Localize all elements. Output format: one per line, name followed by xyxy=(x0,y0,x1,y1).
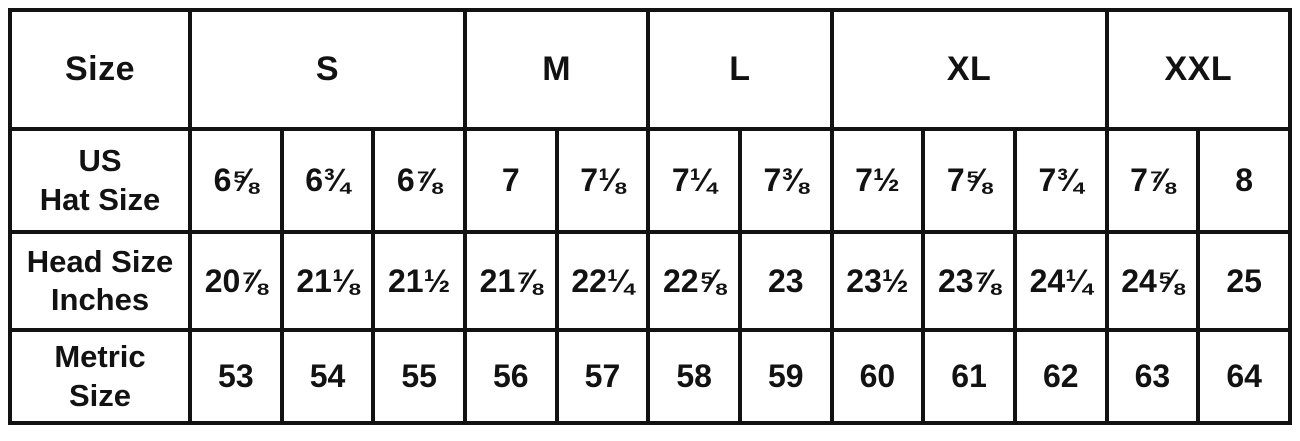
data-cell: 24⅝ xyxy=(1104,230,1201,333)
data-cell: 58 xyxy=(646,328,742,425)
data-cell: 24¼ xyxy=(1012,230,1109,333)
us-hat-size-row: US Hat Size 6⅝ 6¾ 6⅞ 7 7⅛ 7¼ 7⅜ 7½ 7⅝ 7¾… xyxy=(8,127,1292,235)
data-cell: 64 xyxy=(1196,328,1292,425)
data-cell: 21⅞ xyxy=(462,230,559,333)
data-cell: 7⅛ xyxy=(554,127,651,235)
data-cell: 60 xyxy=(829,328,926,425)
data-cell: 23⅞ xyxy=(921,230,1017,333)
data-cell: 61 xyxy=(921,328,1017,425)
row-label-line: Size xyxy=(68,377,132,413)
data-cell: 7½ xyxy=(829,127,926,235)
hat-size-chart-table: Size S M L XL XXL US Hat Size 6⅝ 6¾ 6⅞ 7… xyxy=(8,7,1293,425)
data-cell: 7¾ xyxy=(1012,127,1109,235)
group-header-xxl: XXL xyxy=(1104,7,1293,132)
metric-size-row: Metric Size 53 54 55 56 57 58 59 60 61 6… xyxy=(8,328,1292,425)
data-cell: 23½ xyxy=(829,230,926,333)
data-cell: 7⅜ xyxy=(737,127,834,235)
row-label-line: Inches xyxy=(50,282,150,318)
row-label-line: US xyxy=(78,143,122,179)
row-label-line: Hat Size xyxy=(39,181,161,217)
data-cell: 23 xyxy=(737,230,834,333)
data-cell: 62 xyxy=(1012,328,1109,425)
data-cell: 7 xyxy=(462,127,559,235)
head-size-inches-row: Head Size Inches 20⅞ 21⅛ 21½ 21⅞ 22¼ 22⅝… xyxy=(8,230,1292,333)
data-cell: 7⅝ xyxy=(921,127,1017,235)
row-label-metric-size: Metric Size xyxy=(8,328,192,425)
data-cell: 7⅞ xyxy=(1104,127,1201,235)
data-cell: 57 xyxy=(554,328,651,425)
row-label-line: Metric xyxy=(54,338,146,374)
data-cell: 6⅝ xyxy=(188,127,284,235)
size-group-header-row: Size S M L XL XXL xyxy=(8,7,1293,132)
data-cell: 63 xyxy=(1104,328,1201,425)
data-cell: 22⅝ xyxy=(646,230,742,333)
group-header-l: L xyxy=(646,7,834,132)
data-cell: 21½ xyxy=(371,230,467,333)
group-header-m: M xyxy=(462,7,651,132)
data-cell: 6⅞ xyxy=(371,127,467,235)
data-cell: 6¾ xyxy=(279,127,376,235)
group-header-xl: XL xyxy=(829,7,1109,132)
data-cell: 54 xyxy=(279,328,376,425)
data-cell: 59 xyxy=(737,328,834,425)
data-cell: 55 xyxy=(371,328,467,425)
data-cell: 8 xyxy=(1196,127,1292,235)
data-cell: 22¼ xyxy=(554,230,651,333)
corner-header-size: Size xyxy=(8,7,192,132)
data-cell: 25 xyxy=(1196,230,1292,333)
data-cell: 53 xyxy=(188,328,284,425)
data-cell: 7¼ xyxy=(646,127,742,235)
row-label-line: Head Size xyxy=(26,243,174,279)
data-cell: 21⅛ xyxy=(279,230,376,333)
data-cell: 20⅞ xyxy=(188,230,284,333)
group-header-s: S xyxy=(188,7,467,132)
data-cell: 56 xyxy=(462,328,559,425)
row-label-us-hat-size: US Hat Size xyxy=(8,127,192,235)
row-label-head-size-inches: Head Size Inches xyxy=(8,230,192,333)
